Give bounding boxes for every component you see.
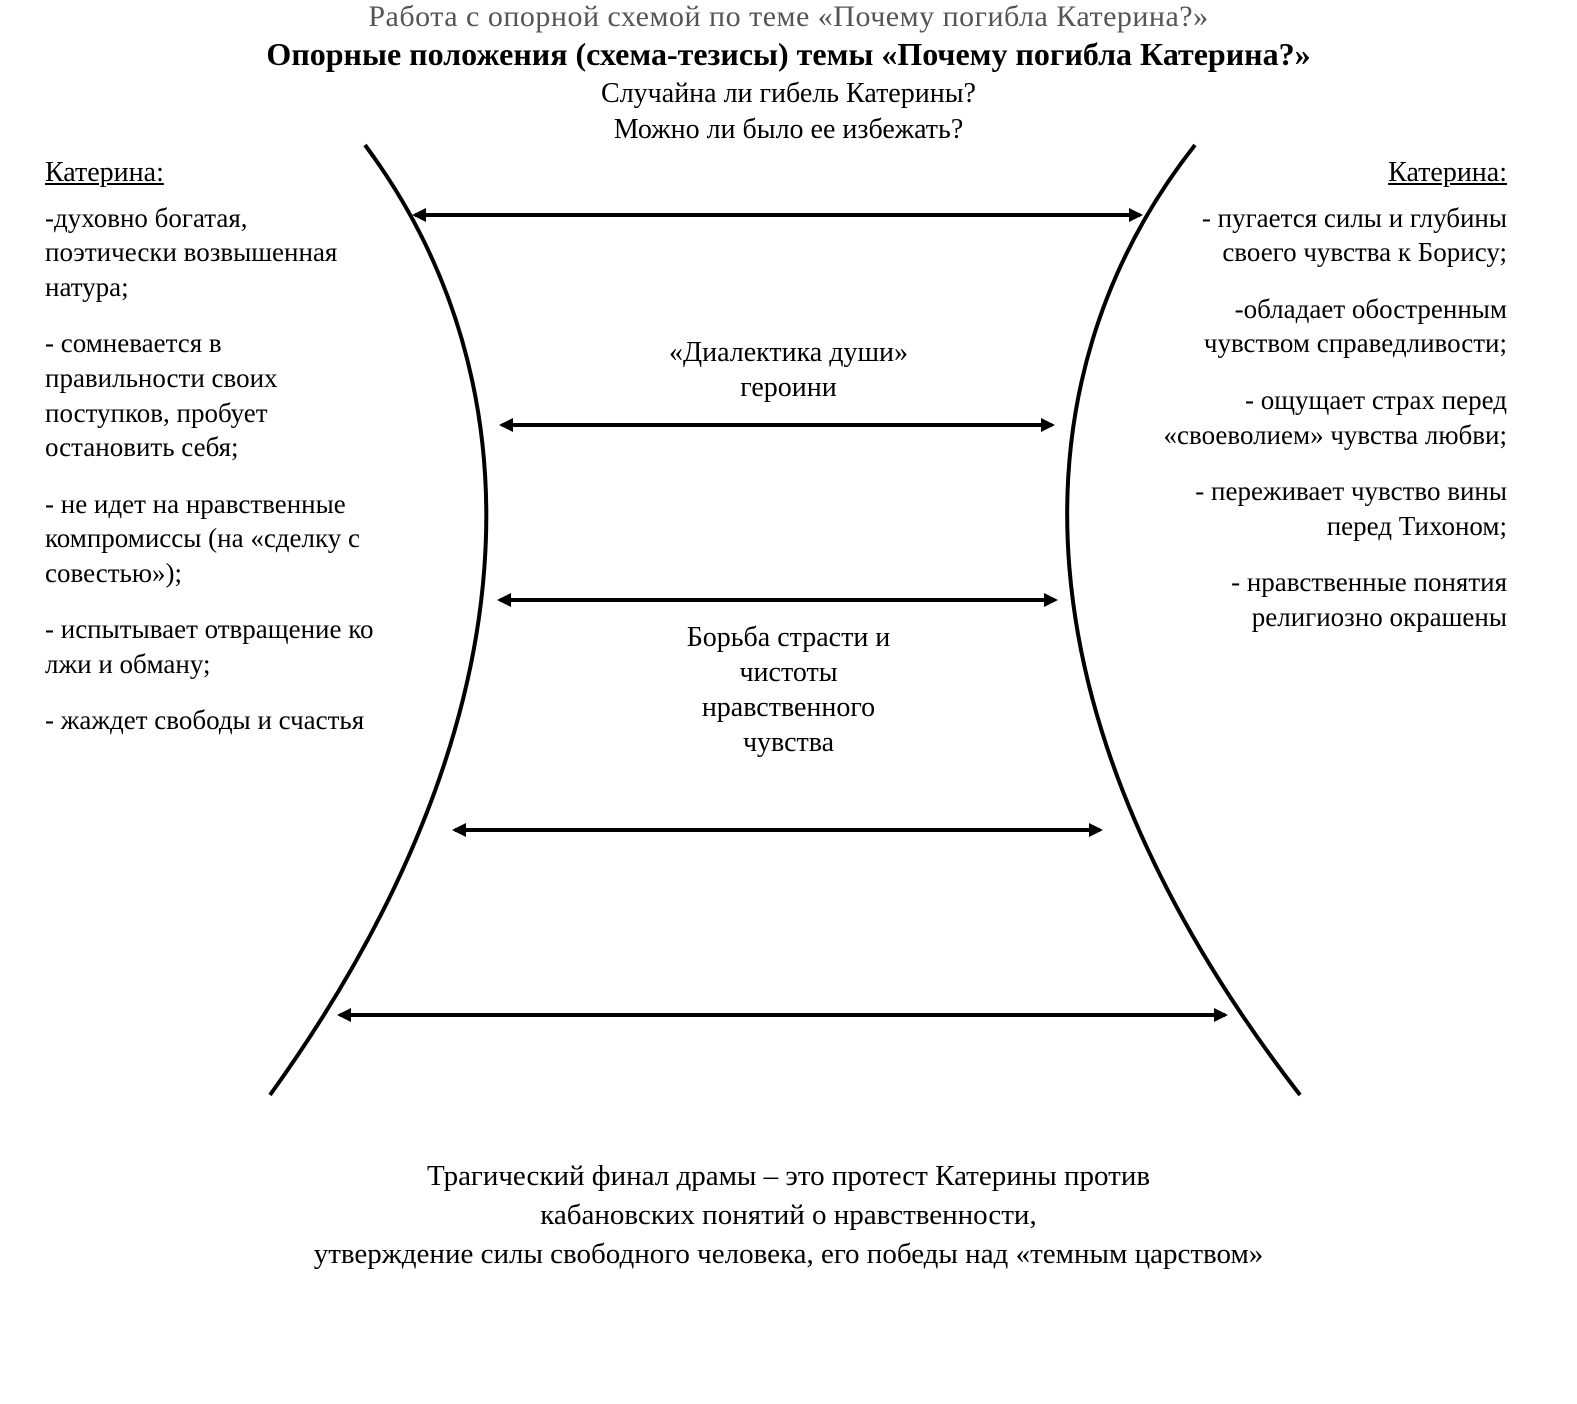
center-label-line: героини [740, 372, 837, 403]
left-item: - испытывает отвращение ко лжи и обману; [45, 612, 385, 681]
right-item: - ощущает страх перед «своеволием» чувст… [1157, 383, 1507, 452]
right-item: - переживает чувство вины перед Тихоном; [1157, 474, 1507, 543]
right-column: Катерина: - пугается силы и глубины свое… [1157, 155, 1507, 656]
left-item: -духовно богатая, поэтически возвышенная… [45, 201, 385, 305]
left-item: - не идет на нравственные компромиссы (н… [45, 487, 385, 591]
right-heading: Катерина: [1157, 155, 1507, 191]
center-label-line: чистоты [739, 657, 837, 688]
left-heading: Катерина: [45, 155, 385, 191]
left-item: - сомневается в правильности своих посту… [45, 326, 385, 464]
center-label-dialectic: «Диалектика души» героини [609, 335, 969, 405]
left-column: Катерина: -духовно богатая, поэтически в… [45, 155, 385, 760]
center-label-line: чувства [743, 727, 834, 758]
right-item: - нравственные понятия религиозно окраше… [1157, 565, 1507, 634]
center-label-line: «Диалектика души» [669, 337, 908, 368]
pretitle: Работа с опорной схемой по теме «Почему … [0, 0, 1577, 34]
center-label-line: нравственного [702, 692, 875, 723]
diagram-page: Работа с опорной схемой по теме «Почему … [0, 0, 1577, 1404]
right-item: -обладает обостренным чувством справедли… [1157, 292, 1507, 361]
subtitle-line-2: Можно ли было ее избежать? [0, 114, 1577, 146]
conclusion-line: кабановских понятий о нравственности, [540, 1199, 1036, 1231]
conclusion-line: утверждение силы свободного человека, ег… [314, 1238, 1264, 1270]
main-title: Опорные положения (схема-тезисы) темы «П… [0, 36, 1577, 73]
left-item: - жаждет свободы и счастья [45, 703, 385, 738]
conclusion-text: Трагический финал драмы – это протест Ка… [60, 1157, 1517, 1274]
center-label-line: Борьба страсти и [687, 622, 891, 653]
conclusion-line: Трагический финал драмы – это протест Ка… [427, 1160, 1150, 1192]
subtitle-line-1: Случайна ли гибель Катерины? [0, 78, 1577, 110]
right-item: - пугается силы и глубины своего чувства… [1157, 201, 1507, 270]
center-label-struggle: Борьба страсти и чистоты нравственного ч… [609, 620, 969, 760]
